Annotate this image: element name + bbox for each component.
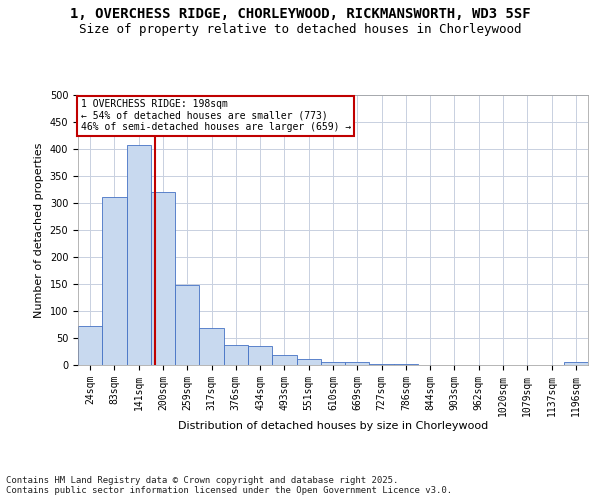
Bar [151, 192, 175, 365]
Text: 1 OVERCHESS RIDGE: 198sqm
← 54% of detached houses are smaller (773)
46% of semi: 1 OVERCHESS RIDGE: 198sqm ← 54% of detac… [80, 99, 351, 132]
Bar [127, 144, 151, 365]
Bar [248, 346, 272, 365]
Bar [175, 285, 199, 365]
Text: Size of property relative to detached houses in Chorleywood: Size of property relative to detached ho… [79, 22, 521, 36]
Bar [564, 362, 588, 365]
Bar [345, 362, 370, 365]
Bar [321, 362, 345, 365]
Bar [370, 364, 394, 365]
Bar [102, 196, 127, 365]
Bar [296, 359, 321, 365]
Bar [199, 328, 224, 365]
Text: Contains HM Land Registry data © Crown copyright and database right 2025.
Contai: Contains HM Land Registry data © Crown c… [6, 476, 452, 495]
X-axis label: Distribution of detached houses by size in Chorleywood: Distribution of detached houses by size … [178, 422, 488, 432]
Bar [272, 356, 296, 365]
Y-axis label: Number of detached properties: Number of detached properties [34, 142, 44, 318]
Bar [224, 345, 248, 365]
Text: 1, OVERCHESS RIDGE, CHORLEYWOOD, RICKMANSWORTH, WD3 5SF: 1, OVERCHESS RIDGE, CHORLEYWOOD, RICKMAN… [70, 8, 530, 22]
Bar [394, 364, 418, 365]
Bar [78, 326, 102, 365]
